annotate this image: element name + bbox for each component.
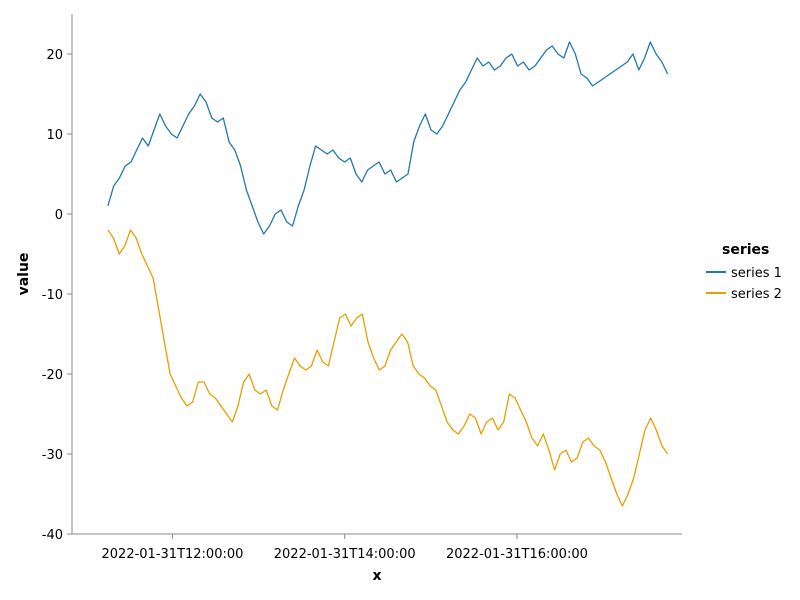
legend-label: series 2: [731, 287, 782, 302]
legend-items: series 1 series 2: [706, 266, 782, 302]
series-line-2: [107, 229, 669, 507]
x-tick-label: 2022-01-31T14:00:00: [274, 547, 416, 562]
x-axis-title: x: [372, 568, 381, 584]
y-tick-label: 10: [46, 128, 63, 143]
x-ticks: 2022-01-31T12:00:00 2022-01-31T14:00:00 20…: [102, 534, 588, 562]
series-lines: [107, 41, 669, 507]
y-ticks: 20 10 0 -10 -20 -30 -40: [42, 48, 72, 543]
legend-label: series 1: [731, 266, 782, 281]
legend: series series 1 series 2: [706, 242, 782, 302]
y-tick-label: -30: [42, 448, 63, 463]
y-tick-label: -10: [42, 288, 63, 303]
series-line-1: [107, 41, 669, 235]
x-tick-label: 2022-01-31T16:00:00: [446, 547, 588, 562]
y-tick-label: -20: [42, 368, 63, 383]
legend-title: series: [722, 242, 769, 258]
y-tick-label: -40: [42, 528, 63, 543]
x-tick-label: 2022-01-31T12:00:00: [102, 547, 244, 562]
y-tick-label: 0: [55, 208, 63, 223]
y-axis-title: value: [16, 253, 32, 296]
y-tick-label: 20: [46, 48, 63, 63]
